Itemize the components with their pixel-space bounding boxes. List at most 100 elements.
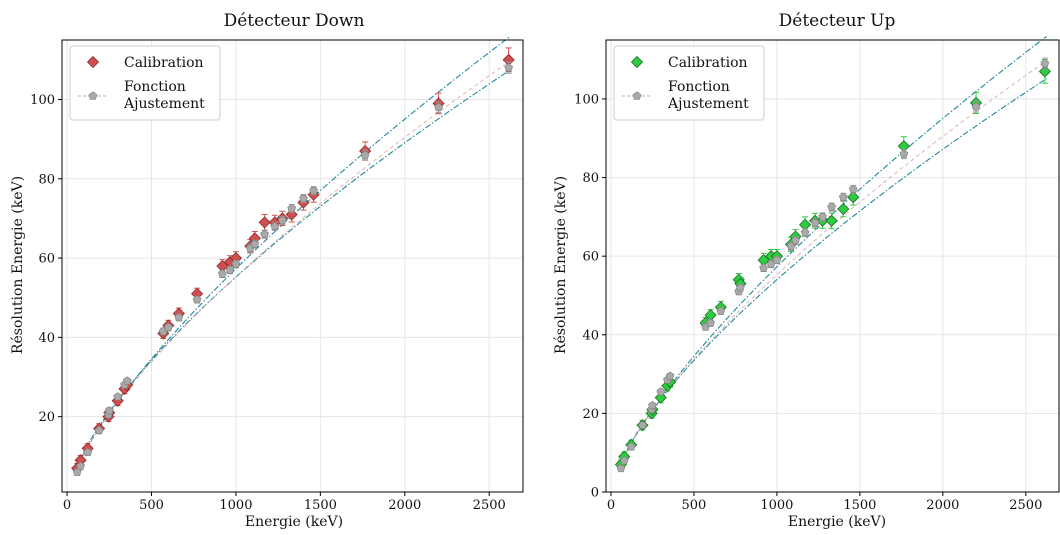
y-tick-label: 60 xyxy=(582,250,599,265)
x-tick-label: 1000 xyxy=(760,498,793,513)
fit-curve-line xyxy=(74,60,511,472)
legend-fit-label-line2: Ajustement xyxy=(123,96,205,112)
fit-point xyxy=(656,387,666,396)
y-axis-label: Résolution Energie (keV) xyxy=(10,176,26,354)
x-tick-label: 500 xyxy=(139,498,164,513)
calibration-point xyxy=(258,216,271,229)
fit-point xyxy=(270,221,280,230)
y-axis-label: Résolution Energie (keV) xyxy=(553,176,569,354)
legend-fit-label-line1: Fonction xyxy=(124,79,186,95)
y-tick-label: 0 xyxy=(591,486,599,501)
x-tick-label: 2500 xyxy=(1009,498,1042,513)
fit-point xyxy=(706,318,715,327)
x-tick-label: 1500 xyxy=(843,498,876,513)
legend-fit-marker xyxy=(632,91,642,100)
legend-box xyxy=(613,45,765,121)
fit-point xyxy=(899,149,909,158)
fit-point xyxy=(250,239,260,248)
fit-point xyxy=(1040,59,1050,68)
axes-frame xyxy=(61,39,524,493)
fit-point xyxy=(665,371,675,380)
fit-point xyxy=(434,102,443,112)
legend-box xyxy=(69,45,221,121)
fit-point xyxy=(260,229,269,238)
fit-point xyxy=(827,202,837,211)
x-tick-label: 0 xyxy=(607,498,615,513)
x-tick-label: 2000 xyxy=(926,498,959,513)
x-tick-label: 2000 xyxy=(388,498,421,513)
fit-point xyxy=(278,215,287,225)
fit-point xyxy=(619,456,629,465)
legend-fit-label-line1: Fonction xyxy=(668,79,730,95)
fit-point xyxy=(626,442,636,451)
fit-point xyxy=(800,228,810,237)
fit-point xyxy=(971,102,981,111)
y-tick-label: 100 xyxy=(30,93,55,108)
y-tick-label: 80 xyxy=(582,171,599,186)
legend-calibration-label: Calibration xyxy=(668,55,748,71)
fit-point xyxy=(504,63,513,72)
x-axis-label: Energie (keV) xyxy=(788,514,886,530)
legend-calibration-marker xyxy=(86,55,100,69)
fit-point xyxy=(648,400,657,410)
calibration-point xyxy=(825,214,838,227)
fit-point xyxy=(225,265,235,274)
x-tick-label: 1500 xyxy=(304,498,337,513)
fit-point xyxy=(360,150,370,159)
fit-point xyxy=(309,186,318,195)
chart-panel-detecteur-up: Détecteur Up Energie (keV) Résolution En… xyxy=(553,11,1060,530)
x-axis-label: Energie (keV) xyxy=(245,514,343,530)
fit-point xyxy=(94,425,104,435)
band-lower-line xyxy=(74,69,511,471)
fit-point xyxy=(791,235,800,245)
fit-point xyxy=(848,184,858,194)
fit-point xyxy=(174,312,184,322)
fit-point xyxy=(76,461,85,470)
fit-point xyxy=(772,255,782,264)
calibration-point xyxy=(847,191,860,204)
chart-title: Détecteur Down xyxy=(224,11,365,31)
fit-point xyxy=(122,376,132,385)
calibration-point xyxy=(837,202,850,216)
fit-point xyxy=(104,406,114,415)
fit-point xyxy=(113,392,123,401)
legend-fit-label-line2: Ajustement xyxy=(667,96,749,112)
legend-fit-marker xyxy=(88,91,98,100)
y-tick-label: 40 xyxy=(582,328,599,343)
y-tick-label: 60 xyxy=(38,252,55,267)
fit-point xyxy=(759,263,768,272)
x-tick-label: 1000 xyxy=(219,498,252,513)
fit-point xyxy=(299,194,308,203)
band-lower-line xyxy=(617,78,1047,468)
y-tick-label: 20 xyxy=(582,407,599,422)
fit-point xyxy=(838,192,848,201)
legend-calibration-label: Calibration xyxy=(124,55,204,71)
fit-point xyxy=(736,283,745,292)
y-tick-label: 20 xyxy=(38,410,55,425)
x-tick-label: 0 xyxy=(63,498,71,513)
fit-point xyxy=(164,322,173,332)
fit-point xyxy=(287,203,297,213)
fit-point xyxy=(716,306,726,315)
fit-point xyxy=(810,218,820,227)
fit-point xyxy=(818,212,827,221)
x-tick-label: 2500 xyxy=(473,498,506,513)
legend-calibration-marker xyxy=(630,55,644,69)
fit-point xyxy=(638,420,647,429)
chart-panel-detecteur-down: Détecteur Down Energie (keV) Résolution … xyxy=(10,11,524,530)
x-tick-label: 500 xyxy=(682,498,707,513)
y-tick-label: 40 xyxy=(38,331,55,346)
chart-title: Détecteur Up xyxy=(779,11,896,31)
fit-point xyxy=(231,259,241,268)
axes-frame xyxy=(605,39,1060,493)
fit-point xyxy=(192,295,202,304)
fit-point xyxy=(616,463,626,473)
y-tick-label: 100 xyxy=(574,92,599,107)
fit-point xyxy=(218,269,227,278)
fit-point xyxy=(83,447,93,457)
y-tick-label: 80 xyxy=(38,172,55,187)
